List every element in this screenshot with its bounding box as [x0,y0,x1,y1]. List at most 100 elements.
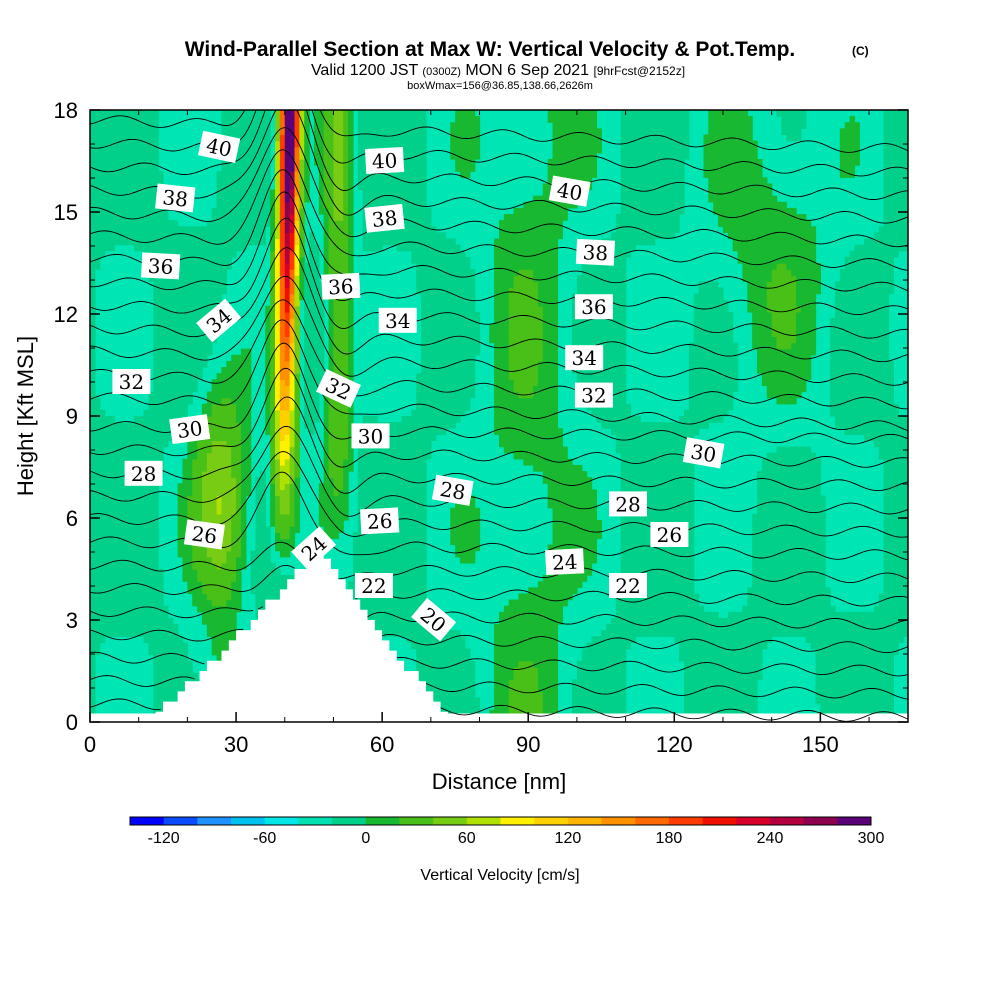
w-field-cell [133,158,140,166]
w-field-cell [348,269,354,276]
w-field-cell [338,220,344,227]
w-field-cell [421,318,427,325]
w-field-cell [221,489,227,497]
w-field-cell [275,293,281,301]
w-field-cell [99,526,106,533]
w-field-cell [289,513,296,521]
w-field-cell [382,489,388,497]
w-field-cell [138,575,145,582]
w-field-cell [294,189,300,197]
w-field-cell [421,220,427,227]
w-field-cell [94,116,101,123]
w-field-cell [279,403,286,411]
w-field-cell [279,189,286,197]
w-field-cell [289,281,296,289]
w-field-cell [260,238,266,246]
w-field-cell [211,617,218,625]
w-field-cell [240,146,247,154]
w-field-cell [294,471,300,478]
w-field-cell [221,110,227,117]
w-field-cell [411,569,417,576]
w-field-cell [216,434,223,442]
w-field-cell [279,195,286,203]
w-field-cell [406,220,412,227]
w-field-cell [387,458,393,466]
w-field-cell [226,605,232,613]
w-field-cell [109,440,115,448]
w-field-cell [143,226,150,233]
w-field-cell [197,452,203,460]
w-field-cell [124,207,130,215]
w-field-cell [338,140,344,148]
w-field-cell [226,538,232,546]
w-field-cell [182,385,188,393]
w-field-cell [94,507,101,515]
w-field-cell [260,171,266,178]
w-field-cell [275,532,281,539]
w-field-cell [167,318,174,325]
w-field-cell [148,275,154,282]
w-field-cell [187,471,193,478]
w-field-cell [90,703,96,711]
w-field-cell [338,128,344,136]
w-field-cell [265,385,271,393]
w-field-cell [313,391,320,399]
w-field-cell [104,116,111,123]
w-field-cell [313,293,320,301]
w-field-cell [158,305,164,313]
w-field-cell [109,507,115,515]
w-field-cell [279,152,286,160]
w-field-cell [450,660,456,668]
w-field-cell [94,599,101,607]
w-field-cell [323,232,330,240]
w-field-cell [240,183,247,191]
w-field-cell [421,562,427,570]
w-field-cell [328,263,335,270]
w-field-cell [148,397,154,405]
w-field-cell [260,116,266,123]
w-field-cell [231,513,237,521]
w-field-cell [167,648,174,656]
w-field-cell [387,140,393,148]
w-field-cell [391,171,398,178]
w-field-cell [143,605,150,613]
w-field-cell [309,311,315,319]
w-field-cell [240,452,247,460]
w-field-cell [90,287,96,295]
w-field-cell [372,446,378,454]
w-field-cell [99,244,106,252]
w-field-cell [270,207,276,215]
w-field-cell [416,636,422,644]
w-field-cell [236,513,242,521]
w-field-cell [377,605,383,613]
w-field-cell [416,452,422,460]
w-field-cell [284,397,291,405]
w-field-cell [440,275,447,282]
w-field-cell [425,397,432,405]
w-field-cell [143,440,150,448]
w-field-cell [450,342,456,350]
w-field-cell [396,428,403,435]
w-field-cell [284,214,291,221]
w-field-cell [416,471,422,478]
w-field-cell [425,452,432,460]
w-field-cell [201,409,208,417]
w-field-cell [236,446,242,454]
w-field-cell [182,287,188,295]
w-field-cell [143,122,150,129]
w-field-cell [289,171,296,178]
w-field-cell [387,134,393,142]
w-field-cell [416,116,422,123]
chart-title-mark: (C) [852,44,869,58]
w-field-cell [279,134,286,142]
w-field-cell [411,495,417,503]
w-field-cell [430,244,437,252]
w-field-cell [382,189,388,197]
w-field-cell [172,250,179,258]
w-field-cell [216,513,223,521]
w-field-cell [425,446,432,454]
w-field-cell [338,244,344,252]
w-field-cell [226,238,232,246]
w-field-cell [289,422,296,429]
w-field-cell [284,311,291,319]
